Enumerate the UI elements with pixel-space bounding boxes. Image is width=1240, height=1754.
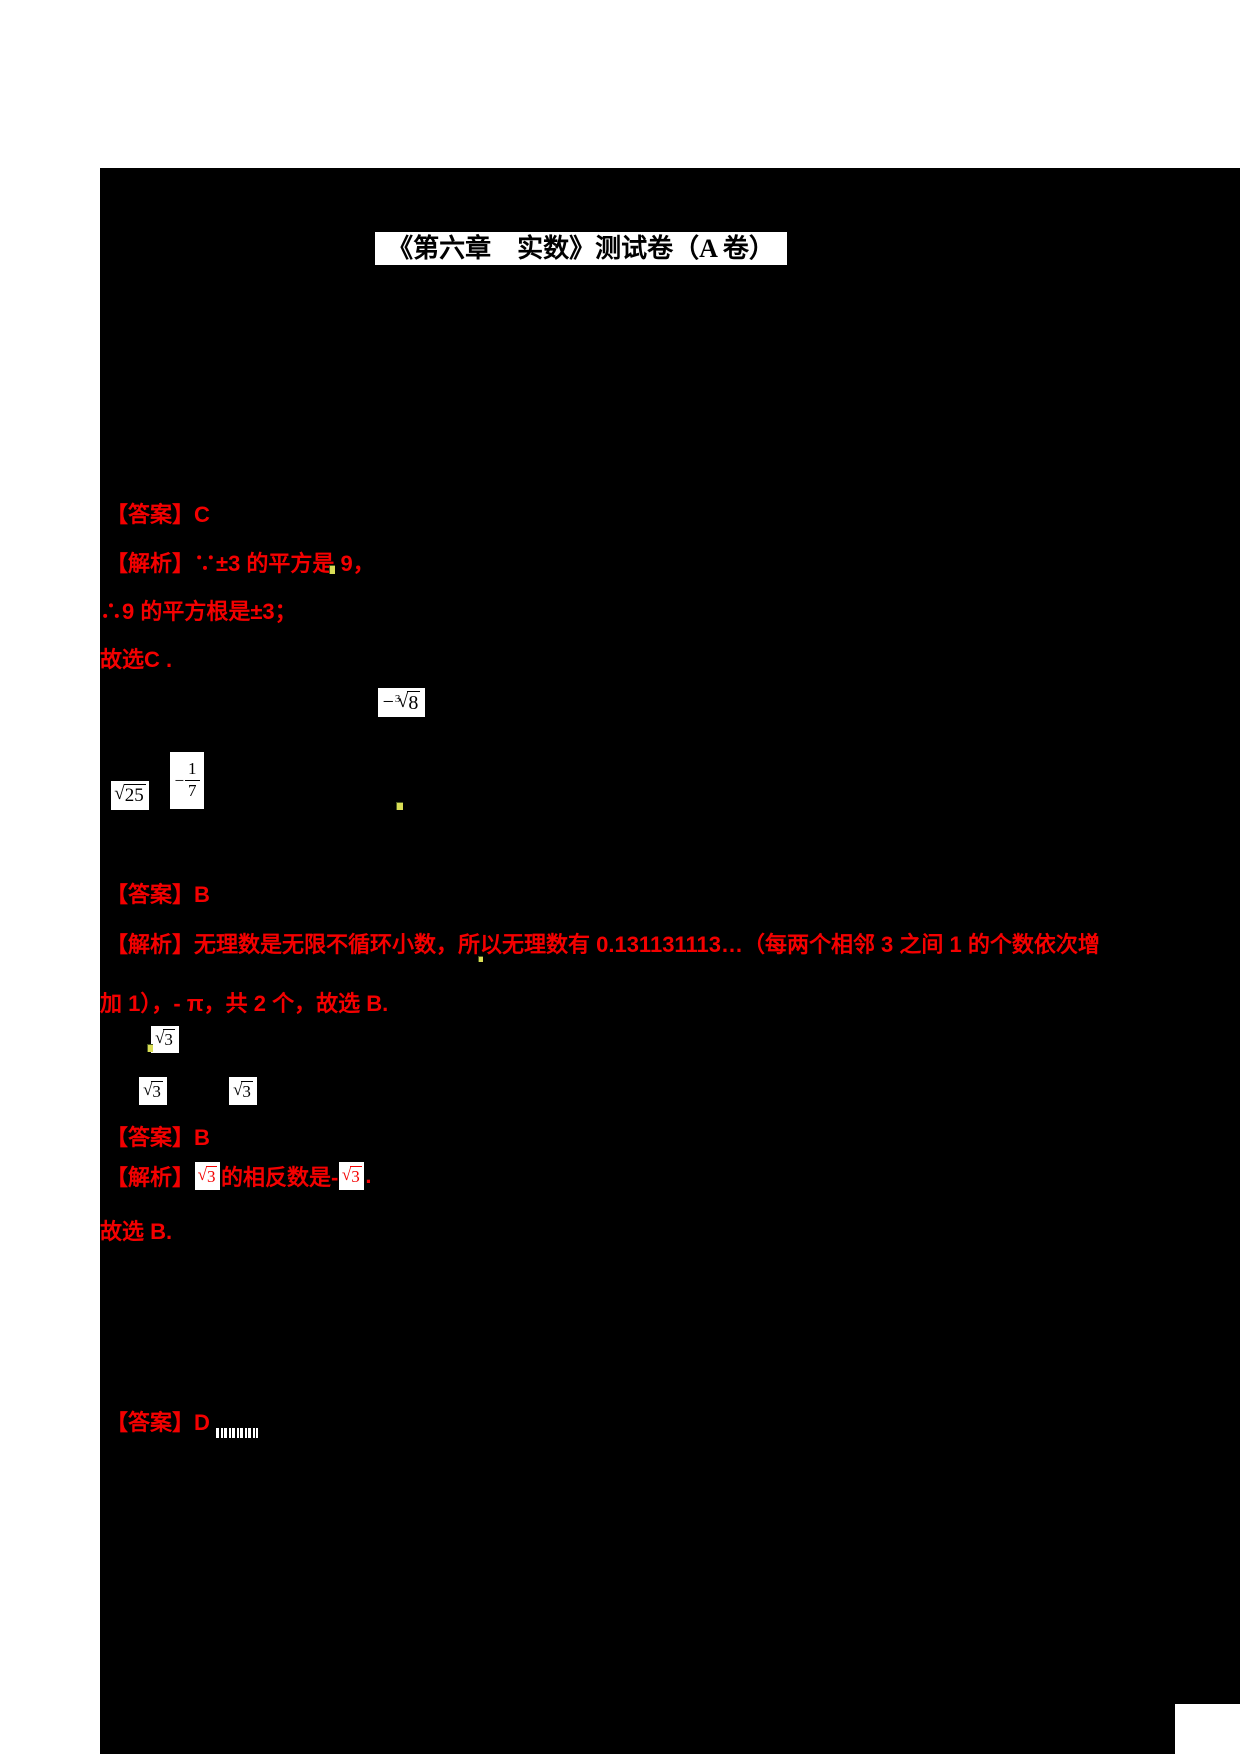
cursor-artifact [396,802,403,810]
formula-sqrt-3-red: √ 3 [339,1162,365,1190]
denominator: 7 [188,781,197,800]
formula-sqrt-3: √ 3 [139,1077,167,1105]
radical: √ 3 [143,1079,163,1102]
answer-label-q1: 【答案】C [106,502,210,527]
black-content-plate [100,168,1240,1754]
radical-symbol: √ [114,783,125,805]
analysis-suffix: . [365,1163,372,1188]
root-index: 3 [394,693,401,705]
radicand: 3 [350,1165,362,1186]
radical-symbol: √ [143,1079,153,1099]
answer-label-q3: 【答案】B [106,1125,210,1150]
analysis-line-q1-2: ∴9 的平方根是±3； [100,599,297,624]
fraction: 1 7 [185,760,200,800]
radicand: 3 [151,1080,163,1101]
analysis-line-q2-1: 【解析】无理数是无限不循环小数，所以无理数有 0.131131113…（每两个相… [106,932,1100,957]
radicand: 3 [205,1165,218,1186]
formula-sqrt-25: √ 25 [111,781,149,810]
cursor-artifact [147,1044,153,1052]
formula-sqrt-3-red: √ 3 [195,1162,221,1190]
document-title: 《第六章 实数》测试卷（A 卷） [375,232,787,265]
analysis-line-q3-2: 故选 B. [100,1219,173,1244]
answer-label-q4: 【答案】D [106,1410,210,1435]
radical-symbol: √ [233,1079,243,1099]
analysis-mid: 的相反数是- [221,1165,339,1190]
formula-neg-cube-root-8: −3 √ 8 [378,688,425,717]
analysis-line-q2-2: 加 1），- π，共 2 个，故选 B. [100,991,389,1016]
radicand: 8 [407,690,421,714]
analysis-prefix: 【解析】 [106,1165,195,1190]
radicand: 3 [241,1080,253,1101]
page-corner-notch [1175,1704,1240,1754]
cursor-artifact [329,565,335,574]
cursor-artifact [478,956,483,962]
radical: √ 3 [155,1029,175,1050]
answer-label-q2: 【答案】B [106,882,210,907]
formula-sqrt-3: √ 3 [151,1026,179,1053]
numerator: 1 [185,760,200,781]
radical: √ 3 [341,1164,362,1187]
radical: √ 3 [197,1164,218,1187]
formula-neg-one-seventh: − 1 7 [170,752,204,809]
formula-sqrt-3: √ 3 [229,1077,257,1105]
radical: √ 8 [397,689,421,715]
radical-symbol: √ [397,689,409,712]
radical: √ 3 [233,1079,253,1102]
minus-sign: − [174,770,185,790]
minus-sign: − [382,691,394,713]
radical-symbol: √ [341,1164,352,1184]
tiny-white-specks [216,1428,258,1438]
radical-symbol: √ [197,1164,207,1184]
radical-symbol: √ [155,1028,165,1048]
analysis-line-q1-3: 故选C . [100,647,173,672]
analysis-line-q3: 【解析】 √ 3 的相反数是- √ 3 . [106,1161,371,1191]
radicand: 3 [163,1029,175,1050]
radical: √ 25 [114,783,146,807]
radicand: 25 [123,784,146,807]
